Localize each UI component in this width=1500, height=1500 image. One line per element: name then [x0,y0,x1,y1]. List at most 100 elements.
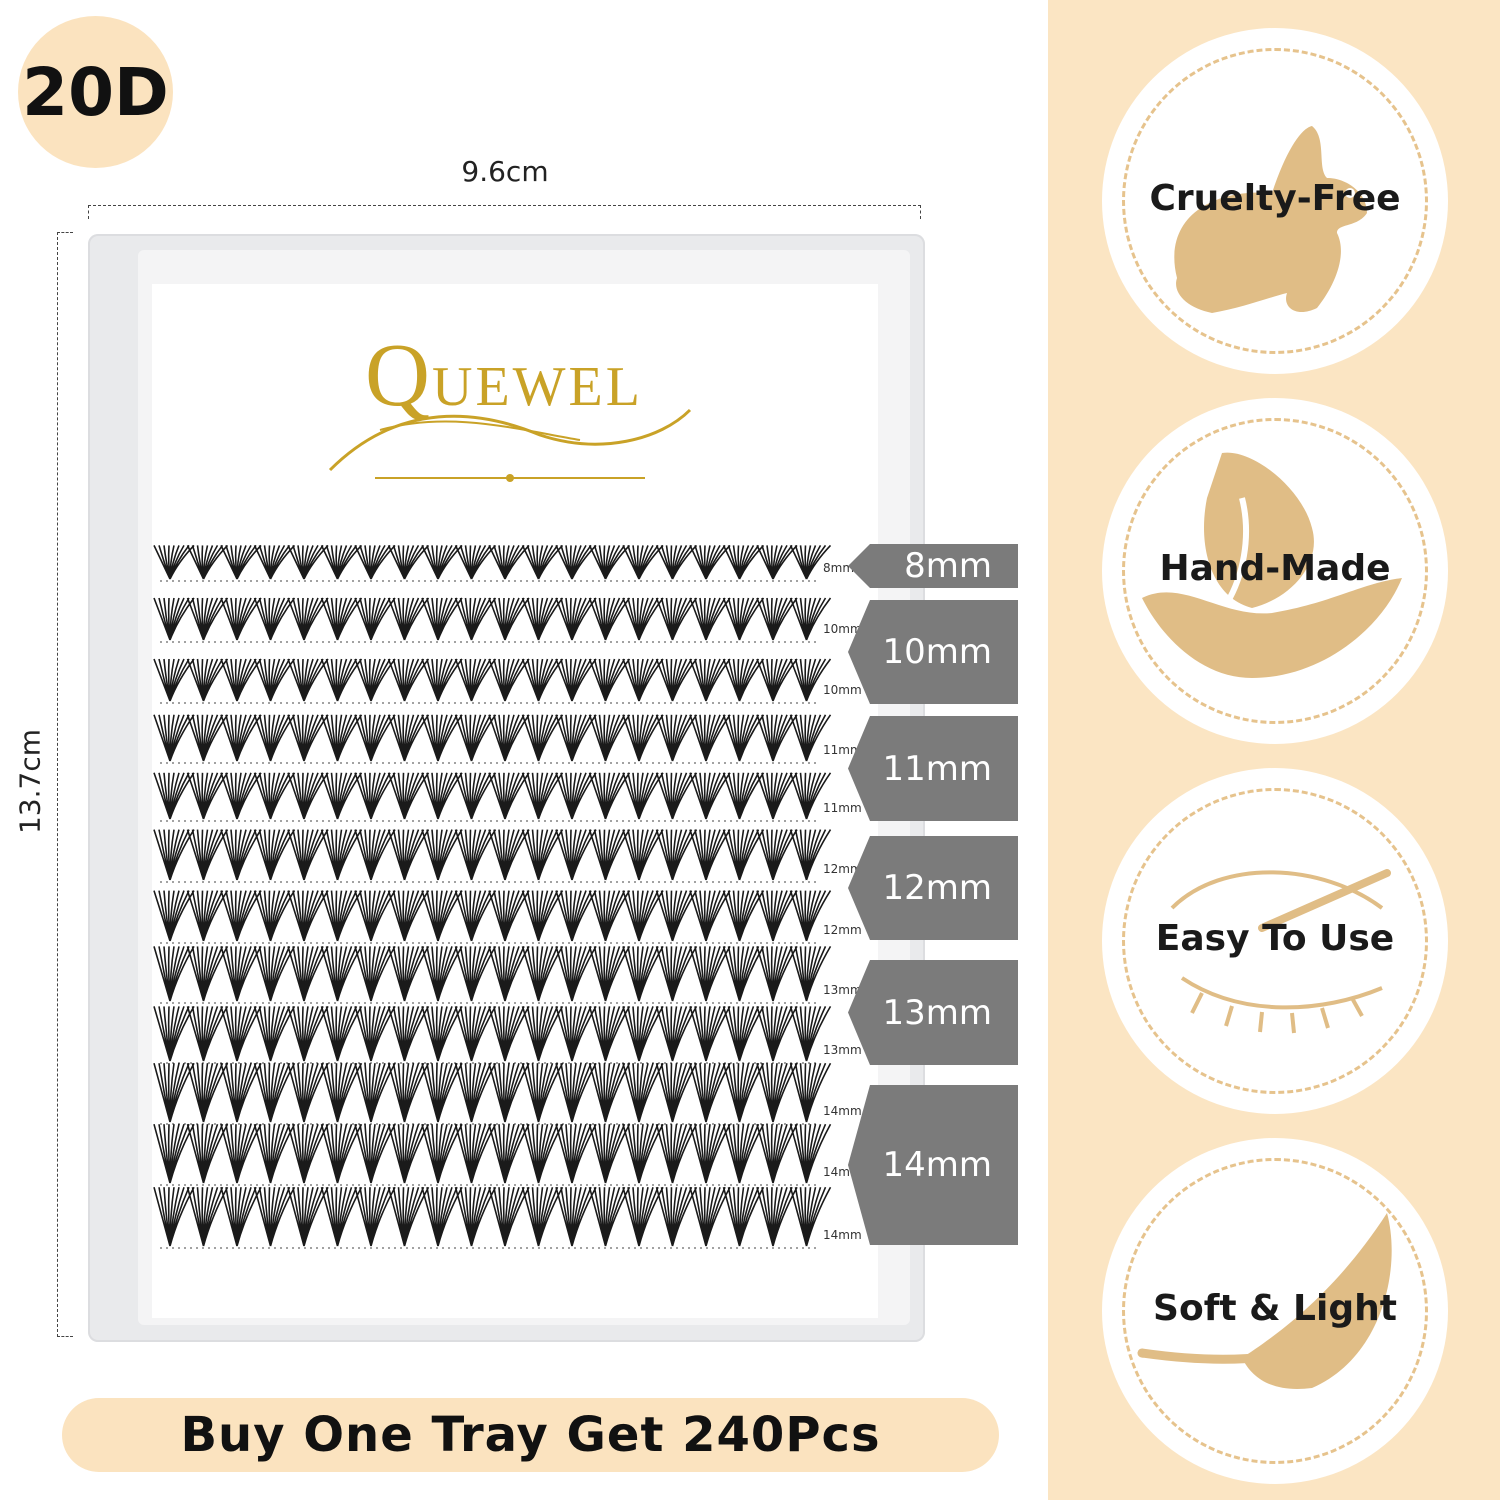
lash-cluster [354,1062,396,1123]
lash-cluster [555,829,597,881]
lash-cluster [421,772,463,820]
lash-cluster [655,1005,698,1062]
lash-cluster [253,597,296,641]
lash-cluster [320,772,363,820]
svg-text:Q: Q [365,326,430,425]
lash-cluster [220,945,262,1002]
brand-logo: Q UEWEL [328,326,692,482]
lash-cluster [186,1186,229,1247]
lash-cluster [320,890,363,942]
lash-cluster [387,1062,430,1123]
lash-cluster [287,544,329,580]
length-tag: 11mm [848,716,1018,821]
lash-cluster [421,1186,463,1247]
lash-cluster [655,772,698,820]
lash-cluster [756,945,798,1002]
lash-cluster [186,945,229,1002]
lash-cluster [622,1062,664,1123]
lash-cluster [421,890,463,942]
lash-cluster [555,1005,597,1062]
lash-cluster [689,1062,731,1123]
lash-cluster [555,1186,597,1247]
row-length-label: 11mm [823,801,862,815]
lash-cluster [220,544,262,580]
lash-cluster [689,658,731,702]
lash-cluster [320,658,363,702]
lash-cluster [153,1123,195,1184]
lash-cluster [253,1186,296,1247]
lash-cluster [454,597,497,641]
feature-label: Easy To Use [1155,918,1395,959]
row-length-label: 14mm [823,1228,862,1242]
lash-cluster [387,1005,430,1062]
lash-cluster [722,1186,765,1247]
feature-label: Hand-Made [1159,548,1391,589]
lash-cluster [220,829,262,881]
dashed-ring [1122,1158,1428,1464]
lash-cluster [622,544,664,580]
length-tag: 10mm [848,600,1018,704]
lash-cluster [789,1005,832,1062]
lash-cluster [588,544,631,580]
feature-badge: Hand-Made [1102,398,1448,744]
lash-cluster [689,544,731,580]
lash-cluster [153,890,195,942]
lash-cluster [521,597,564,641]
lash-cluster [722,544,765,580]
lash-cluster [186,714,229,762]
lash-cluster [756,829,798,881]
lash-cluster [622,890,664,942]
lash-cluster [454,714,497,762]
lash-row [153,890,832,944]
lash-row [153,714,832,764]
lash-cluster [287,890,329,942]
lash-cluster [722,1123,765,1184]
lash-cluster [488,1062,530,1123]
lash-cluster [521,772,564,820]
lash-cluster [655,714,698,762]
svg-text:UEWEL: UEWEL [432,356,643,418]
lash-cluster [689,829,731,881]
lash-cluster [153,658,195,702]
lash-cluster [789,1123,832,1184]
lash-cluster [588,1062,631,1123]
lash-cluster [354,1005,396,1062]
lash-cluster [488,658,530,702]
lash-cluster [588,1123,631,1184]
feature-label: Cruelty-Free [1149,178,1401,219]
lash-cluster [622,829,664,881]
lash-cluster [521,1186,564,1247]
lash-cluster [186,772,229,820]
lash-cluster [588,945,631,1002]
lash-row [153,1062,832,1125]
lash-cluster [320,945,363,1002]
feather-icon [1137,1213,1392,1389]
lash-cluster [454,1005,497,1062]
row-length-label: 12mm [823,923,862,937]
lash-cluster [186,829,229,881]
lash-cluster [253,890,296,942]
lash-cluster [689,1186,731,1247]
lash-cluster [689,597,731,641]
dashed-ring [1122,418,1428,724]
lash-cluster [421,945,463,1002]
lash-cluster [555,597,597,641]
lash-cluster [454,772,497,820]
lash-row [153,544,832,582]
lash-cluster [220,597,262,641]
lash-cluster [789,1186,832,1247]
lash-cluster [488,890,530,942]
lash-cluster [588,772,631,820]
lash-cluster [287,1186,329,1247]
lash-cluster [287,945,329,1002]
lash-cluster [689,1005,731,1062]
lash-cluster [689,772,731,820]
lash-cluster [387,658,430,702]
lash-cluster [186,1062,229,1123]
lash-cluster [789,714,832,762]
lash-cluster [153,1005,195,1062]
lash-cluster [454,829,497,881]
lash-cluster [454,1186,497,1247]
lash-cluster [253,1123,296,1184]
lash-cluster [153,1186,195,1247]
